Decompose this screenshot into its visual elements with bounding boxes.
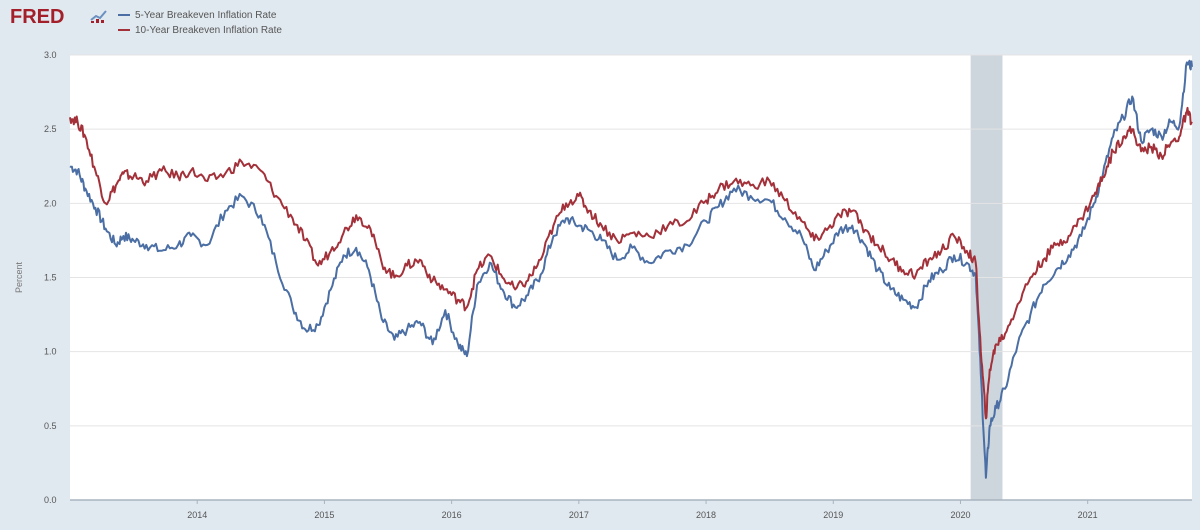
x-tick-label-2: 2016 xyxy=(442,510,462,520)
y-tick-label-2: 1.0 xyxy=(44,347,57,357)
chart-legend: 5-Year Breakeven Inflation Rate 10-Year … xyxy=(118,8,282,38)
y-tick-label-4: 2.0 xyxy=(44,198,57,208)
y-tick-label-5: 2.5 xyxy=(44,124,57,134)
y-tick-label-3: 1.5 xyxy=(44,273,57,283)
legend-label-10-year: 10-Year Breakeven Inflation Rate xyxy=(135,24,282,36)
fred-chart-icon xyxy=(89,8,109,24)
legend-item-10-year[interactable]: 10-Year Breakeven Inflation Rate xyxy=(118,23,282,37)
y-tick-label-6: 3.0 xyxy=(44,50,57,60)
x-tick-label-5: 2019 xyxy=(823,510,843,520)
x-tick-label-1: 2015 xyxy=(314,510,334,520)
x-tick-label-7: 2021 xyxy=(1078,510,1098,520)
x-tick-label-3: 2017 xyxy=(569,510,589,520)
series-line-10-year xyxy=(69,106,1193,420)
legend-swatch-5-year xyxy=(118,14,130,16)
y-tick-label-1: 0.5 xyxy=(44,421,57,431)
y-tick-label-0: 0.0 xyxy=(44,495,57,505)
legend-swatch-10-year xyxy=(118,29,130,31)
y-axis-title: Percent xyxy=(14,261,24,293)
legend-label-5-year: 5-Year Breakeven Inflation Rate xyxy=(135,9,277,21)
chart-header: FRED 5-Year Breakeven Inflation Rate 10-… xyxy=(0,0,1200,50)
x-tick-label-4: 2018 xyxy=(696,510,716,520)
fred-logo[interactable]: FRED xyxy=(10,6,65,28)
x-tick-label-0: 2014 xyxy=(187,510,207,520)
legend-item-5-year[interactable]: 5-Year Breakeven Inflation Rate xyxy=(118,8,282,22)
x-tick-label-6: 2020 xyxy=(950,510,970,520)
series-line-5-year xyxy=(69,59,1193,479)
